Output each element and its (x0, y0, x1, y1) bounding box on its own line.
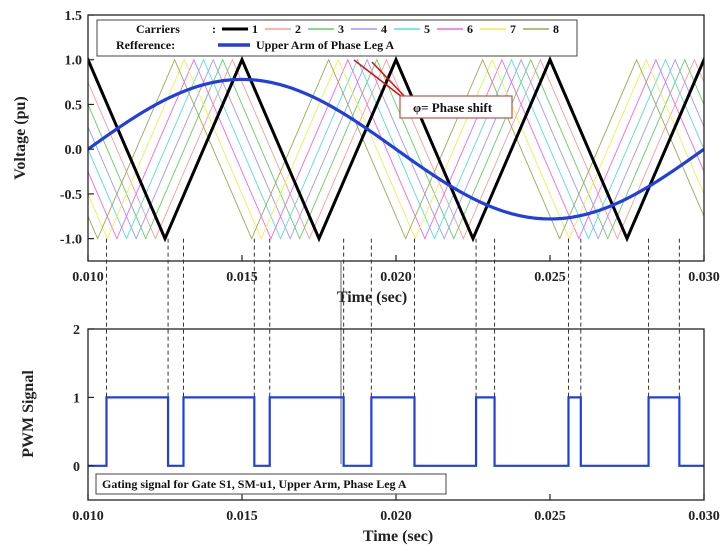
transition-guides (105, 238, 680, 398)
legend-carrier-entries: 1 2 3 4 5 6 7 8 (222, 22, 559, 36)
legend-carriers-colon: : (212, 22, 216, 36)
phase-shift-annotation: φ= Phase shift (353, 59, 513, 119)
legend-carrier-1-label: 1 (252, 22, 258, 36)
pwm-y-ticks: 0 1 2 (73, 323, 94, 475)
carrier-3-line (88, 58, 704, 240)
pwm-signal-line (88, 396, 704, 467)
voltage-x-ticks: 0.010 0.015 0.020 0.025 0.030 (72, 255, 720, 285)
legend: Carriers : 1 2 3 4 5 6 7 8 Refference: Upper Ar… (96, 19, 578, 57)
legend-carrier-6-label: 6 (467, 22, 473, 36)
reference-wave (88, 77, 704, 221)
annotation-arrow-2 (371, 61, 409, 101)
pwm-x-tick-label: 0.015 (226, 509, 258, 524)
carrier-2-line (88, 58, 704, 240)
pwm-label-box (95, 473, 447, 495)
legend-carrier-7-label: 7 (510, 22, 516, 36)
legend-carriers-label: Carriers (136, 22, 180, 36)
annotation-box (399, 95, 513, 119)
voltage-y-ticks: -1.0 -0.5 0.0 0.5 1.0 1.5 (60, 9, 94, 248)
pwm-y-tick-label: 2 (73, 323, 80, 338)
carrier-4-line (88, 58, 704, 240)
pwm-x-tick-label: 0.020 (380, 509, 412, 524)
pwm-x-tick-label: 0.010 (72, 509, 104, 524)
legend-box (96, 19, 578, 57)
pwm-y-tick-label: 0 (73, 460, 80, 475)
annotation-text: φ= Phase shift (413, 100, 493, 115)
legend-carrier-8-label: 8 (553, 22, 559, 36)
carrier-1-line (88, 55, 704, 243)
voltage-y-tick-label: 1.0 (65, 54, 83, 69)
pwm-x-ticks: 0.010 0.015 0.020 0.025 0.030 (72, 494, 720, 524)
voltage-x-tick-label: 0.025 (534, 270, 566, 285)
pwm-x-tick-label: 0.025 (534, 509, 566, 524)
carrier-6-line (88, 58, 704, 240)
voltage-x-tick-label: 0.020 (380, 270, 412, 285)
legend-carrier-4-label: 4 (381, 22, 387, 36)
legend-carrier-2-label: 2 (295, 22, 301, 36)
voltage-plot: -1.0 -0.5 0.0 0.5 1.0 1.5 0.010 0.015 0.020 0.02… (12, 9, 720, 306)
carrier-7-line (88, 58, 704, 240)
voltage-x-tick-label: 0.010 (72, 270, 104, 285)
voltage-x-tick-label: 0.030 (688, 270, 720, 285)
legend-carrier-5-label: 5 (424, 22, 430, 36)
pwm-x-tick-label: 0.030 (688, 509, 720, 524)
voltage-y-axis-title: Voltage (pu) (12, 96, 29, 179)
pwm-x-axis-title: Time (sec) (363, 528, 433, 545)
carrier-8-line (88, 58, 704, 240)
voltage-x-tick-label: 0.015 (226, 270, 258, 285)
carrier-5-line (88, 58, 704, 240)
pwm-label-text: Gating signal for Gate S1, SM-u1, Upper … (102, 477, 407, 491)
pwm-y-axis-title: PWM Signal (20, 370, 37, 458)
legend-reference-label: Refference: (116, 38, 175, 52)
legend-reference-name: Upper Arm of Phase Leg A (256, 38, 394, 52)
legend-carrier-3-label: 3 (338, 22, 344, 36)
voltage-x-axis-title: Time (sec) (337, 289, 407, 306)
pwm-plot: 0 1 2 0.010 0.015 0.020 0.025 0.030 PWM Signal… (20, 323, 720, 545)
voltage-y-tick-label: -0.5 (60, 188, 82, 203)
voltage-y-tick-label: 1.5 (65, 9, 83, 24)
pwm-y-tick-label: 1 (73, 391, 80, 406)
voltage-y-tick-label: 0.0 (65, 143, 83, 158)
voltage-y-tick-label: 0.5 (65, 98, 83, 113)
annotation-arrow-1 (353, 59, 407, 101)
carrier-waves (88, 55, 704, 243)
voltage-y-tick-label: -1.0 (60, 233, 82, 248)
